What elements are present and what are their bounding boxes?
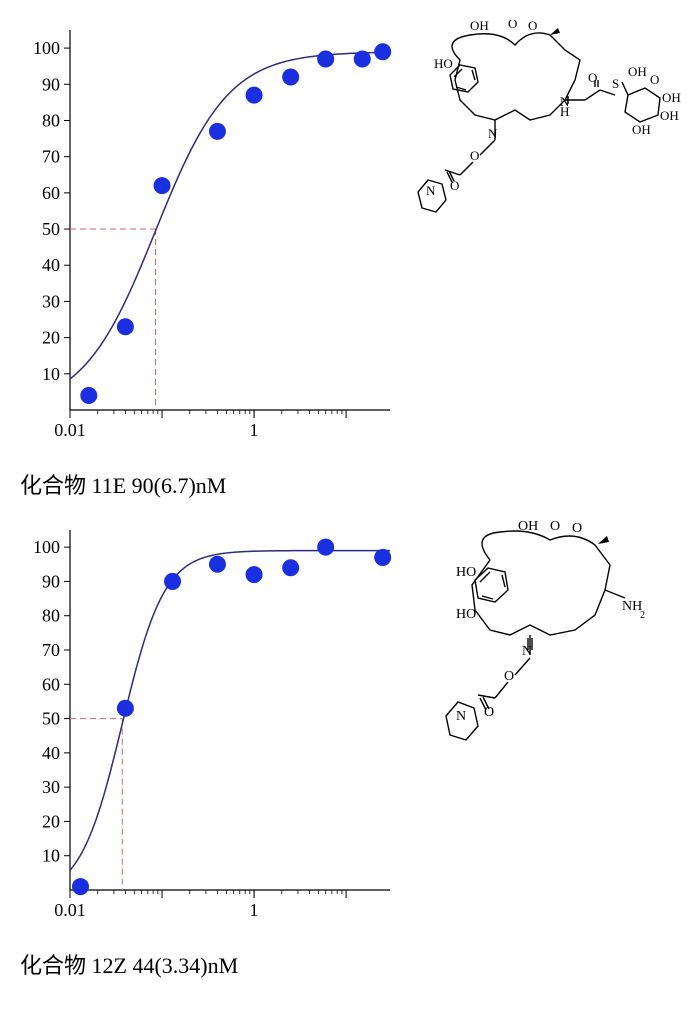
structure-svg-11e: HO OH O O N O O	[400, 20, 690, 220]
svg-text:O: O	[588, 70, 597, 85]
panel-compound-11e: 10 20 30 40 50 60 70 80 90 100 0.01 1 HO OH O O	[20, 20, 674, 500]
svg-text:100: 100	[33, 537, 60, 557]
panel-row: 10 20 30 40 50 60 70 80 90 100 0.01 1 HO HO OH O O	[20, 520, 674, 930]
svg-text:50: 50	[42, 219, 60, 239]
svg-text:N: N	[456, 709, 466, 724]
svg-text:OH: OH	[470, 20, 489, 33]
svg-text:20: 20	[42, 811, 60, 831]
svg-text:OH: OH	[632, 122, 651, 137]
svg-text:10: 10	[42, 364, 60, 384]
svg-text:O: O	[550, 520, 560, 534]
svg-text:1: 1	[250, 900, 259, 920]
svg-text:O: O	[572, 521, 582, 536]
structure-12z: HO HO OH O O NH 2 N O	[400, 520, 660, 780]
chart-svg-11e: 10 20 30 40 50 60 70 80 90 100 0.01 1	[20, 20, 400, 450]
svg-text:30: 30	[42, 777, 60, 797]
caption-12z: 化合物 12Z 44(3.34)nM	[20, 948, 674, 980]
svg-text:O: O	[470, 148, 479, 163]
svg-text:HO: HO	[434, 56, 453, 71]
svg-text:OH: OH	[662, 90, 681, 105]
svg-text:OH: OH	[628, 64, 647, 79]
panel-row: 10 20 30 40 50 60 70 80 90 100 0.01 1 HO OH O O	[20, 20, 674, 450]
svg-text:S: S	[612, 76, 619, 91]
svg-text:N: N	[488, 126, 498, 141]
chart-svg-12z: 10 20 30 40 50 60 70 80 90 100 0.01 1	[20, 520, 400, 930]
svg-text:HO: HO	[456, 607, 476, 622]
svg-text:OH: OH	[518, 520, 538, 534]
svg-text:O: O	[528, 20, 537, 33]
chart-12z: 10 20 30 40 50 60 70 80 90 100 0.01 1	[20, 520, 400, 930]
caption-prefix: 化合物	[20, 953, 92, 978]
chart-11e: 10 20 30 40 50 60 70 80 90 100 0.01 1	[20, 20, 400, 450]
svg-text:60: 60	[42, 674, 60, 694]
caption-prefix: 化合物	[20, 473, 92, 498]
structure-svg-12z: HO HO OH O O NH 2 N O	[400, 520, 660, 780]
svg-text:40: 40	[42, 743, 60, 763]
caption-11e: 化合物 11E 90(6.7)nM	[20, 468, 674, 500]
panel-compound-12z: 10 20 30 40 50 60 70 80 90 100 0.01 1 HO HO OH O O	[20, 520, 674, 980]
svg-text:N: N	[426, 183, 436, 198]
svg-text:50: 50	[42, 709, 60, 729]
svg-text:O: O	[650, 72, 659, 87]
svg-text:N: N	[522, 644, 532, 659]
caption-text: 11E 90(6.7)nM	[92, 473, 227, 498]
svg-text:40: 40	[42, 255, 60, 275]
svg-text:OH: OH	[660, 108, 679, 123]
svg-text:80: 80	[42, 110, 60, 130]
svg-text:O: O	[484, 705, 494, 720]
svg-text:20: 20	[42, 328, 60, 348]
svg-text:1: 1	[250, 420, 259, 440]
svg-text:80: 80	[42, 606, 60, 626]
svg-text:0.01: 0.01	[54, 900, 86, 920]
svg-text:O: O	[508, 20, 517, 31]
svg-text:0.01: 0.01	[54, 420, 86, 440]
svg-text:60: 60	[42, 183, 60, 203]
svg-text:100: 100	[33, 38, 60, 58]
svg-text:2: 2	[640, 610, 645, 621]
svg-text:90: 90	[42, 571, 60, 591]
svg-text:O: O	[504, 669, 514, 684]
caption-text: 12Z 44(3.34)nM	[92, 953, 239, 978]
svg-text:70: 70	[42, 147, 60, 167]
svg-text:70: 70	[42, 640, 60, 660]
svg-text:HO: HO	[456, 565, 476, 580]
svg-text:30: 30	[42, 291, 60, 311]
svg-text:90: 90	[42, 74, 60, 94]
structure-11e: HO OH O O N O O	[400, 20, 690, 220]
svg-text:10: 10	[42, 846, 60, 866]
